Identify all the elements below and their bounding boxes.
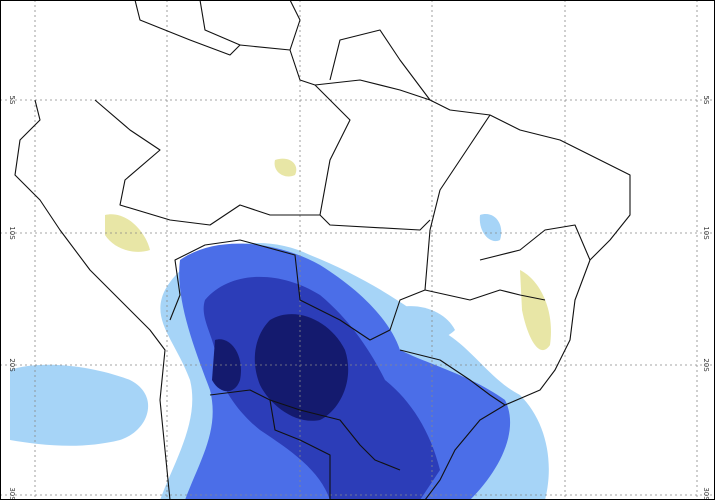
lat-label: 20S (8, 358, 16, 372)
lat-label: 10S (702, 226, 710, 240)
lat-label: 5S (702, 96, 710, 105)
lat-label: 20S (702, 358, 710, 372)
lat-label: 10S (8, 226, 16, 240)
borders (14, 0, 631, 500)
lat-label: 5S (8, 96, 16, 105)
lat-label: 30S (8, 487, 16, 500)
precipitation (10, 158, 551, 500)
lat-label: 30S (702, 487, 710, 500)
latitude-labels: 5S 10S 20S 30S 5S 10S 20S 30S (8, 96, 710, 500)
